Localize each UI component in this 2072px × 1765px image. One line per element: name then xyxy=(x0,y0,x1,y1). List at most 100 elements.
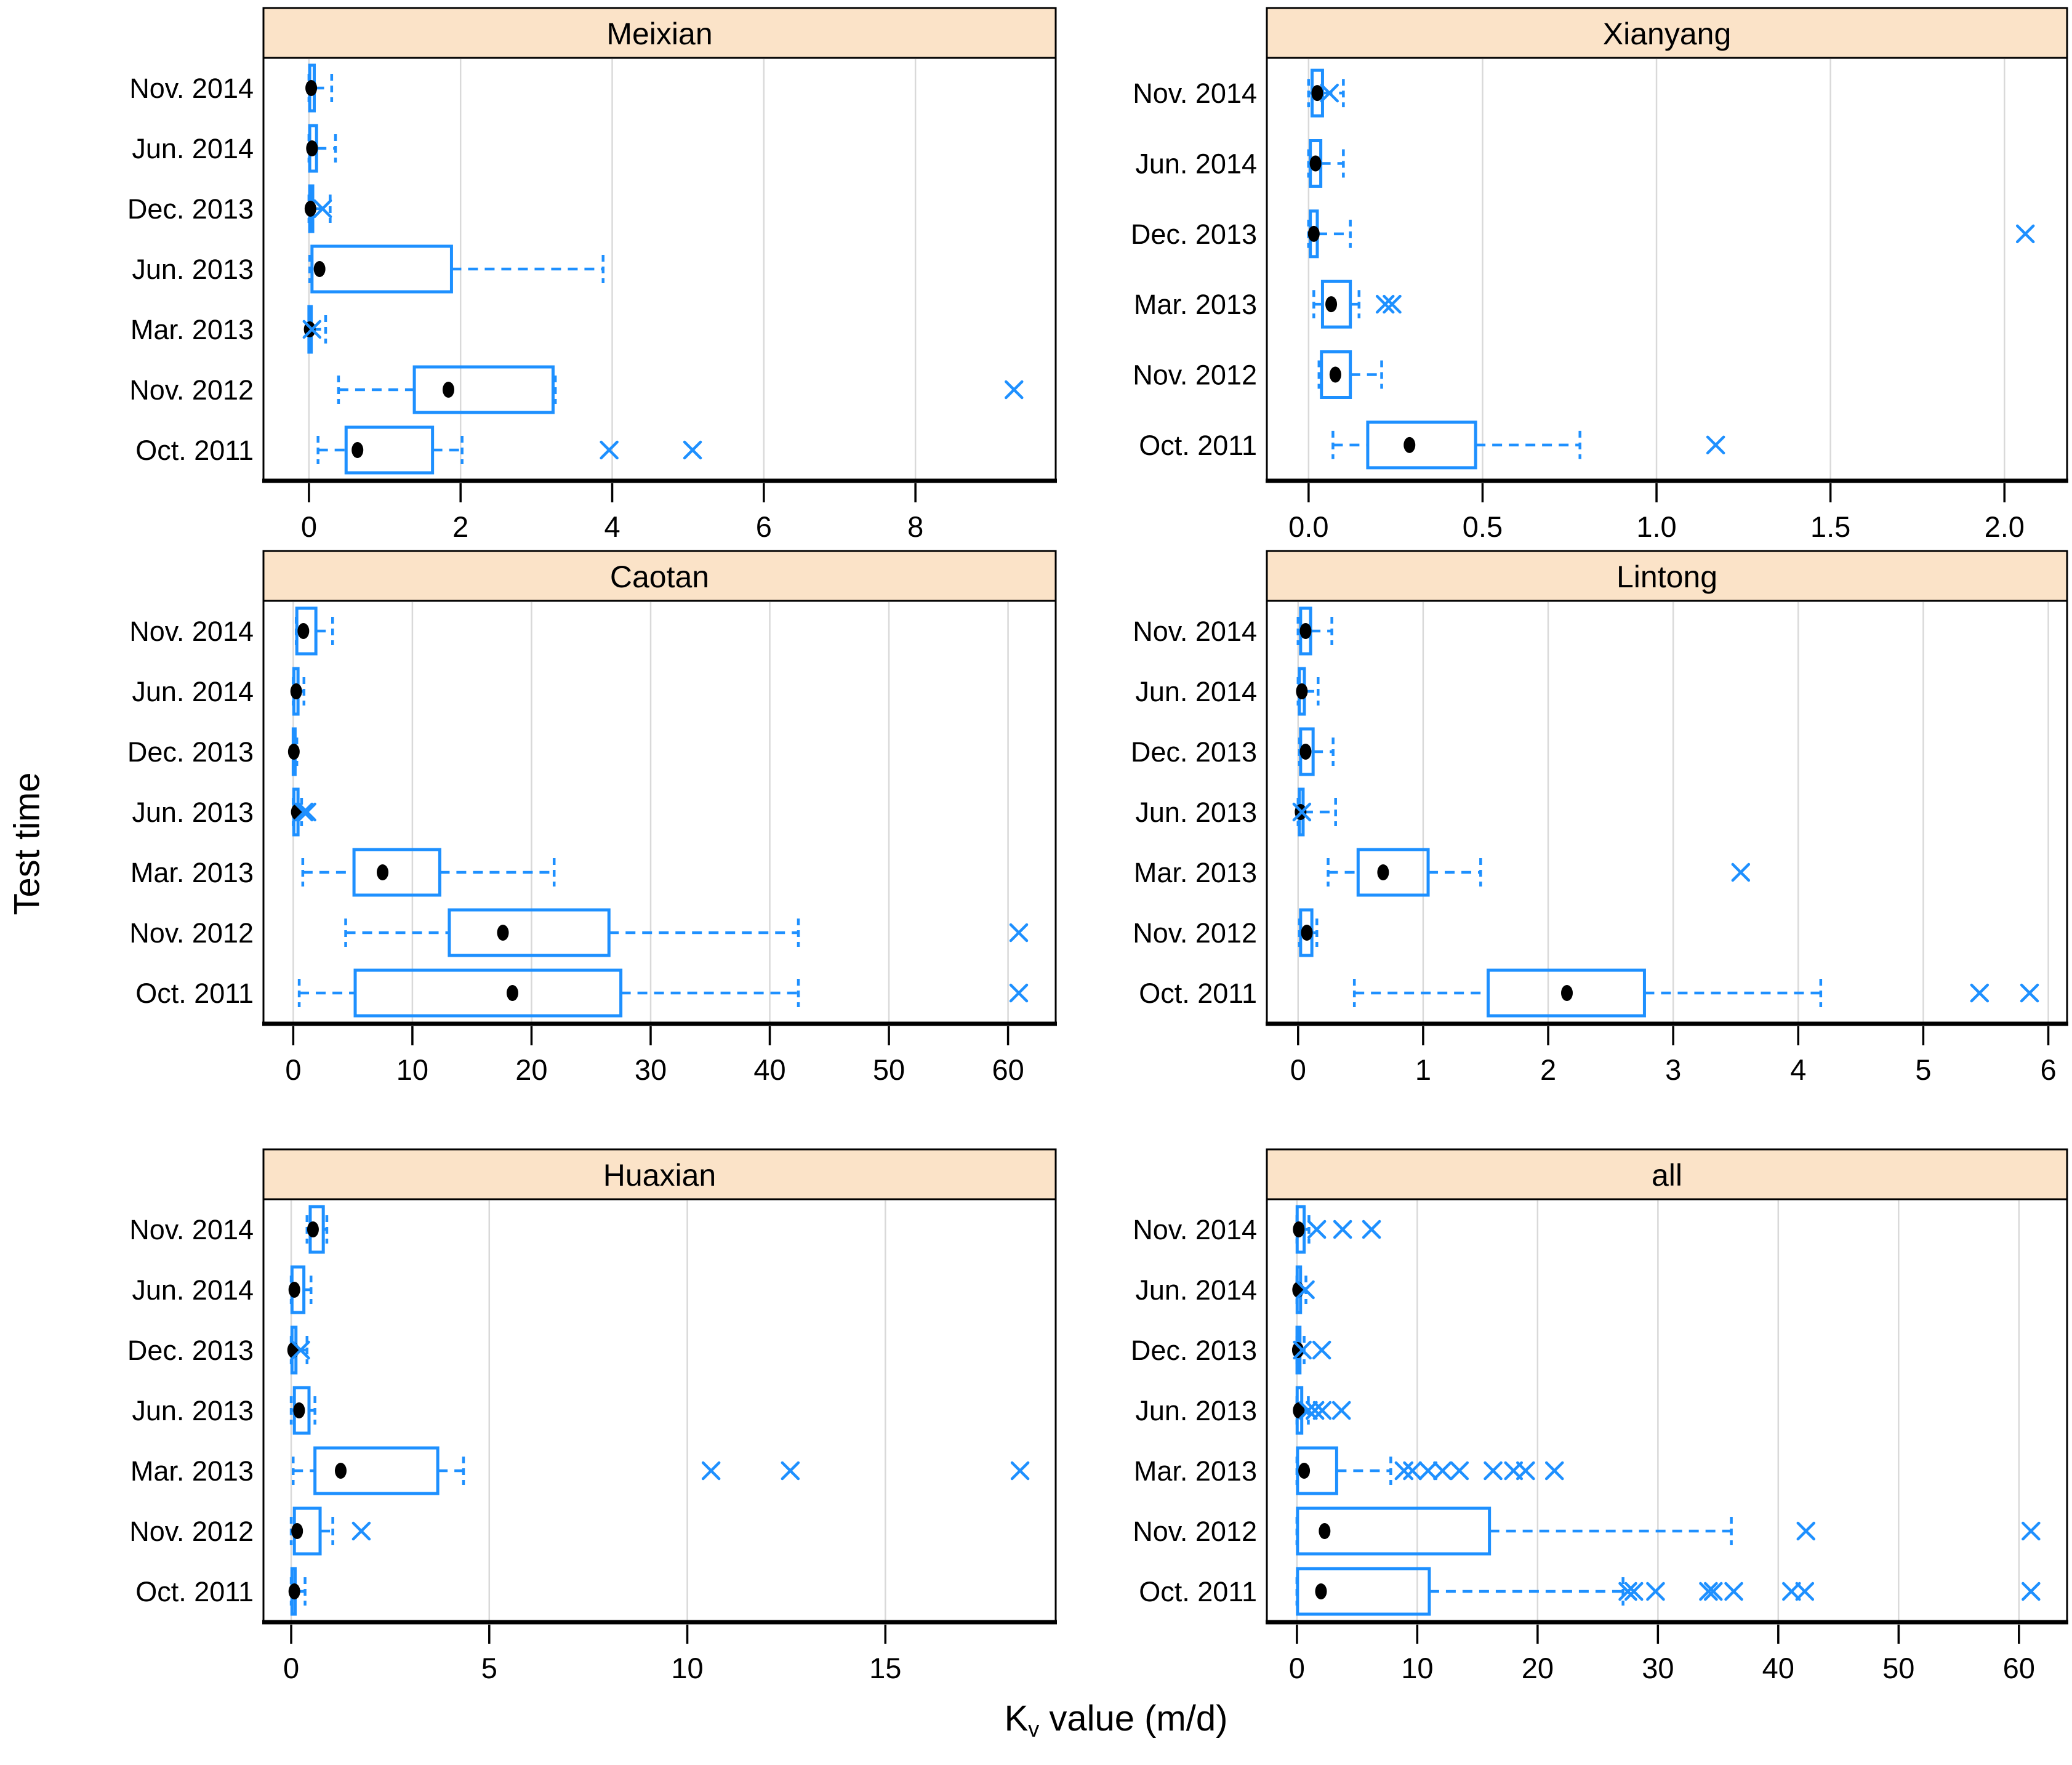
boxplot-box xyxy=(344,425,435,475)
outlier-x-icon xyxy=(701,1461,721,1481)
category-label: Jun. 2014 xyxy=(132,1274,254,1306)
tick-label: 20 xyxy=(1522,1652,1554,1684)
mean-dot xyxy=(291,1523,303,1539)
tick-label: 0.5 xyxy=(1463,510,1503,543)
panel-header xyxy=(262,7,1057,59)
mean-dot xyxy=(288,1583,300,1599)
category-label: Oct. 2011 xyxy=(135,435,254,466)
mean-dot xyxy=(1293,1402,1305,1418)
outlier-x-icon xyxy=(1724,1582,1743,1601)
mean-dot xyxy=(1311,85,1323,102)
tick-label: 50 xyxy=(1882,1652,1914,1684)
category-label: Dec. 2013 xyxy=(127,193,254,225)
tick-label: 4 xyxy=(604,510,620,543)
boxplot-box xyxy=(352,848,441,897)
panel-title: Lintong xyxy=(1616,560,1717,594)
mean-dot xyxy=(1299,623,1312,639)
category-label: Jun. 2013 xyxy=(132,1395,254,1426)
outlier-x-icon xyxy=(1544,1461,1564,1481)
mean-dot xyxy=(1309,155,1322,172)
tick-label: 1 xyxy=(1415,1053,1431,1086)
panel-caotan: Caotan Nov. 2014 Jun. 2014 Dec. 2013 Jun. 20… xyxy=(127,550,1057,1086)
outlier-x-icon xyxy=(1731,862,1751,882)
category-label: Mar. 2013 xyxy=(131,857,254,888)
outlier-x-icon xyxy=(294,802,314,822)
mean-dot xyxy=(377,864,389,880)
category-label: Nov. 2012 xyxy=(1133,1516,1257,1547)
category-label: Jun. 2014 xyxy=(1135,1274,1257,1306)
outlier-x-icon xyxy=(1516,1461,1535,1481)
outlier-x-icon xyxy=(1484,1461,1503,1481)
outlier-x-icon xyxy=(1699,1582,1718,1601)
outlier-x-icon xyxy=(1312,1340,1331,1360)
tick-label: 0 xyxy=(285,1053,301,1086)
outlier-x-icon xyxy=(1646,1582,1665,1601)
tick-label: 0 xyxy=(301,510,317,543)
category-label: Oct. 2011 xyxy=(135,978,254,1009)
outlier-x-icon xyxy=(1299,1401,1318,1420)
panel-meixian: Meixian Nov. 2014 Jun. 2014 Dec. 2013 Jun. 2… xyxy=(127,7,1057,543)
outlier-x-icon xyxy=(1362,1220,1381,1239)
tick-label: 5 xyxy=(481,1652,497,1684)
category-label: Jun. 2013 xyxy=(1135,797,1257,828)
tick-label: 10 xyxy=(671,1652,703,1684)
category-label: Nov. 2012 xyxy=(1133,360,1257,391)
panel-header xyxy=(1266,1148,2068,1200)
mean-dot xyxy=(1329,366,1341,383)
tick-label: 0 xyxy=(283,1652,299,1684)
plot-background xyxy=(1267,601,2067,1023)
tick-label: 4 xyxy=(1790,1053,1806,1086)
outlier-x-icon xyxy=(1296,1280,1315,1300)
outlier-x-icon xyxy=(302,320,322,339)
outlier-x-icon xyxy=(2022,1521,2041,1541)
tick-label: 0 xyxy=(1289,1652,1305,1684)
tick-label: 10 xyxy=(396,1053,428,1086)
mean-dot xyxy=(313,261,326,277)
mean-dot xyxy=(334,1463,347,1479)
outlier-x-icon xyxy=(1320,83,1339,103)
tick-label: 2.0 xyxy=(1985,510,2025,543)
x-axis-label-k: K xyxy=(1004,1699,1029,1739)
outlier-x-icon xyxy=(1305,1401,1325,1420)
category-label: Jun. 2013 xyxy=(132,797,254,828)
mean-dot xyxy=(1293,1221,1305,1237)
category-label: Dec. 2013 xyxy=(1131,219,1257,250)
category-label: Jun. 2014 xyxy=(132,133,254,164)
category-label: Jun. 2013 xyxy=(1135,1395,1257,1426)
category-label: Mar. 2013 xyxy=(1134,1455,1257,1487)
outlier-x-icon xyxy=(600,440,619,460)
tick-label: 50 xyxy=(873,1053,905,1086)
boxplot-box xyxy=(353,968,623,1018)
category-label: Nov. 2014 xyxy=(1133,78,1257,109)
mean-dot xyxy=(1298,1463,1311,1479)
category-label: Nov. 2012 xyxy=(1133,917,1257,949)
tick-label: 2 xyxy=(452,510,468,543)
boxplot-box xyxy=(1320,279,1352,329)
category-label: Nov. 2012 xyxy=(129,1516,254,1547)
tick-label: 30 xyxy=(635,1053,667,1086)
mean-dot xyxy=(1403,436,1416,453)
mean-dot xyxy=(351,442,364,458)
outlier-x-icon xyxy=(1005,380,1024,400)
category-label: Jun. 2014 xyxy=(1135,148,1257,180)
tick-label: 60 xyxy=(2003,1652,2035,1684)
category-label: Dec. 2013 xyxy=(1131,1335,1257,1366)
boxplot-box xyxy=(412,365,555,414)
category-label: Nov. 2014 xyxy=(129,73,254,104)
category-label: Mar. 2013 xyxy=(1134,857,1257,888)
category-label: Nov. 2014 xyxy=(129,616,254,647)
mean-dot xyxy=(497,925,509,941)
mean-dot xyxy=(304,201,316,217)
panel-huaxian: Huaxian Nov. 2014 Jun. 2014 Dec. 2013 Jun. 2… xyxy=(127,1148,1057,1684)
boxplot-box xyxy=(1366,420,1477,470)
panel-xianyang: Xianyang Nov. 2014 Jun. 2014 Dec. 2013 Mar. … xyxy=(1131,7,2068,543)
outlier-x-icon xyxy=(1403,1461,1422,1481)
panel-title: Meixian xyxy=(606,17,712,51)
outlier-x-icon xyxy=(683,440,702,460)
mean-dot xyxy=(305,80,318,96)
category-label: Nov. 2012 xyxy=(129,917,254,949)
outlier-x-icon xyxy=(1433,1461,1452,1481)
mean-dot xyxy=(307,1221,319,1237)
category-label: Jun. 2014 xyxy=(132,676,254,707)
tick-label: 15 xyxy=(869,1652,901,1684)
